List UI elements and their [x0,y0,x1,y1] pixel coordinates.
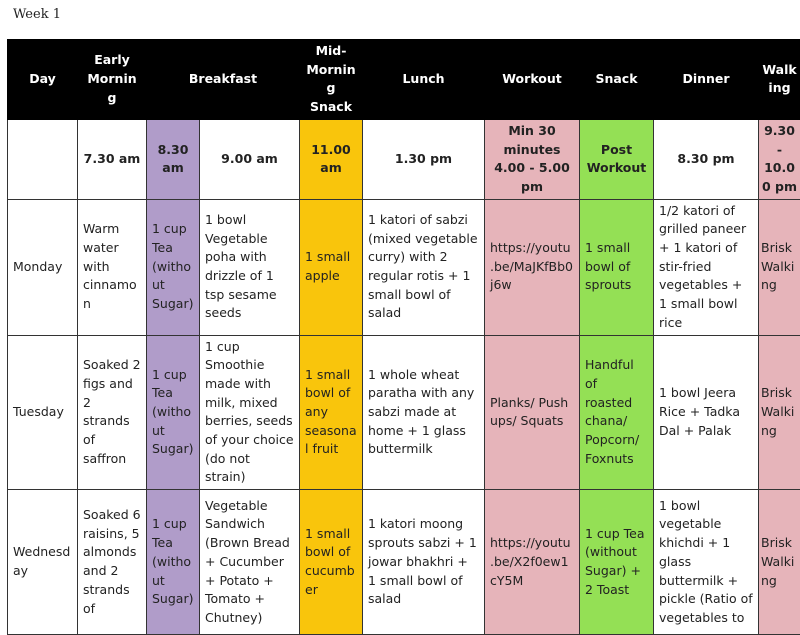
tea-cell: 1 cup Tea (without Sugar) [147,199,200,335]
mid-morning-cell: 1 small apple [300,199,363,335]
mid-morning-cell: 1 small bowl of cucumber [300,490,363,635]
table-row-wednesday: Wednesday Soaked 6 raisins, 5 almonds an… [8,490,800,635]
table-row-tuesday: Tuesday Soaked 2 figs and 2 strands of s… [8,335,800,490]
lunch-cell: 1 katori of sabzi (mixed vegetable curry… [363,199,485,335]
walking-cell: Brisk Walking [759,335,800,490]
time-cell [8,119,78,199]
dinner-cell: 1/2 katori of grilled paneer + 1 katori … [654,199,759,335]
time-cell: Post Workout [580,119,654,199]
early-morning-cell: Soaked 6 raisins, 5 almonds and 2 strand… [78,490,147,635]
mid-morning-cell: 1 small bowl of any seasonal fruit [300,335,363,490]
time-cell: Min 30 minutes 4.00 - 5.00 pm [485,119,580,199]
workout-link[interactable]: https://youtu.be/MaJKfBb0j6w [485,199,580,335]
early-morning-cell: Warm water with cinnamon [78,199,147,335]
time-cell: 9.30 - 10.00 pm [759,119,800,199]
time-cell: 1.30 pm [363,119,485,199]
header-dinner: Dinner [654,40,759,120]
time-cell: 11.00 am [300,119,363,199]
header-lunch: Lunch [363,40,485,120]
time-row: 7.30 am 8.30 am 9.00 am 11.00 am 1.30 pm… [8,119,800,199]
lunch-cell: 1 katori moong sprouts sabzi + 1 jowar b… [363,490,485,635]
header-walking: Walking [759,40,800,120]
time-cell: 9.00 am [200,119,300,199]
snack-cell: 1 small bowl of sprouts [580,199,654,335]
walking-cell: Brisk Walking [759,199,800,335]
header-workout: Workout [485,40,580,120]
time-cell: 8.30 pm [654,119,759,199]
early-morning-cell: Soaked 2 figs and 2 strands of saffron [78,335,147,490]
time-cell: 8.30 am [147,119,200,199]
walking-cell: Brisk Walking [759,490,800,635]
header-snack: Snack [580,40,654,120]
workout-cell: Planks/ Push ups/ Squats [485,335,580,490]
table-row-monday: Monday Warm water with cinnamon 1 cup Te… [8,199,800,335]
day-cell: Monday [8,199,78,335]
breakfast-cell: 1 cup Smoothie made with milk, mixed ber… [200,335,300,490]
header-breakfast: Breakfast [147,40,300,120]
dinner-cell: 1 bowl vegetable khichdi + 1 glass butte… [654,490,759,635]
dinner-cell: 1 bowl Jeera Rice + Tadka Dal + Palak [654,335,759,490]
workout-link[interactable]: https://youtu.be/X2f0ew1cY5M [485,490,580,635]
diet-plan-table: Day Early Morning Breakfast Mid-Morning … [7,39,800,635]
breakfast-cell: Vegetable Sandwich (Brown Bread + Cucumb… [200,490,300,635]
tea-cell: 1 cup Tea (without Sugar) [147,490,200,635]
lunch-cell: 1 whole wheat paratha with any sabzi mad… [363,335,485,490]
snack-cell: 1 cup Tea (without Sugar) + 2 Toast [580,490,654,635]
breakfast-cell: 1 bowl Vegetable poha with drizzle of 1 … [200,199,300,335]
time-cell: 7.30 am [78,119,147,199]
day-cell: Wednesday [8,490,78,635]
header-day: Day [8,40,78,120]
snack-cell: Handful of roasted chana/ Popcorn/ Foxnu… [580,335,654,490]
tea-cell: 1 cup Tea (without Sugar) [147,335,200,490]
header-early-morning: Early Morning [78,40,147,120]
day-cell: Tuesday [8,335,78,490]
week-title: Week 1 [13,7,61,22]
header-mid-morning-snack: Mid-Morning Snack [300,40,363,120]
header-row: Day Early Morning Breakfast Mid-Morning … [8,40,800,120]
